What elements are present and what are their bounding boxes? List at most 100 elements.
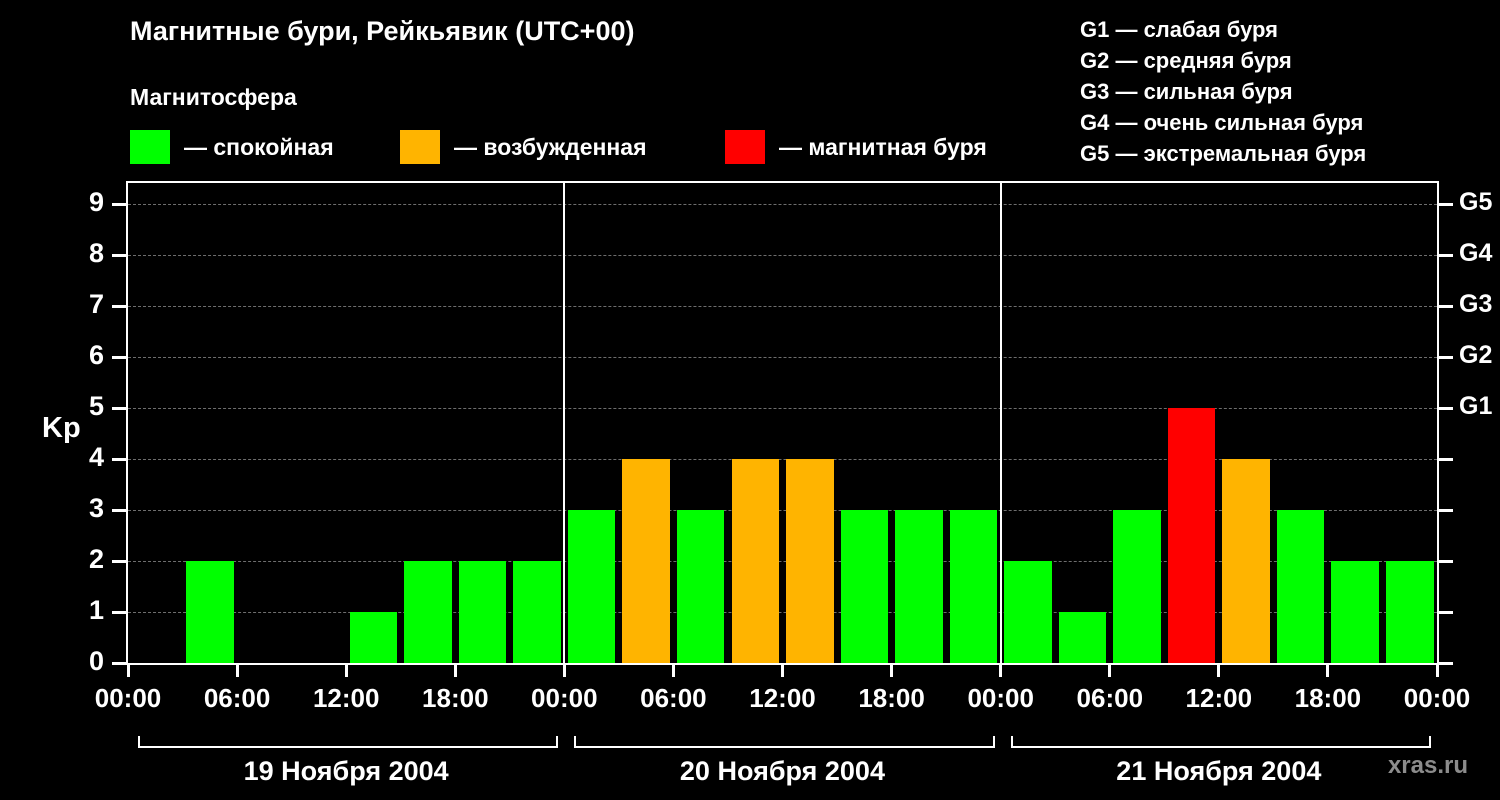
excited-label: — возбужденная xyxy=(454,133,647,160)
x-axis-tick xyxy=(999,665,1003,677)
x-axis-tick xyxy=(1217,665,1221,677)
y-axis-tick-right xyxy=(1439,254,1453,257)
y-axis-label: 7 xyxy=(88,289,104,319)
y-axis-tick xyxy=(112,560,126,563)
quiet-color-swatch xyxy=(130,130,170,164)
y-axis-label: 4 xyxy=(88,442,104,472)
x-axis-tick xyxy=(453,665,457,677)
storm-color-swatch xyxy=(725,130,765,164)
kp-bar xyxy=(513,561,561,663)
y-axis-label: 2 xyxy=(88,544,104,574)
gridline xyxy=(128,510,1437,511)
x-axis-tick xyxy=(235,665,239,677)
day-bracket xyxy=(138,736,559,748)
storm-scale-legend: G1 — слабая буря G2 — средняя буря G3 — … xyxy=(1080,14,1366,169)
kp-bar xyxy=(786,459,834,663)
kp-bar xyxy=(949,510,998,663)
kp-bar xyxy=(1222,459,1270,663)
y-axis-tick-right xyxy=(1439,305,1453,308)
g-axis-label: G5 xyxy=(1459,188,1493,216)
kp-bar xyxy=(895,510,943,663)
x-axis-tick xyxy=(1435,665,1439,677)
x-axis-tick xyxy=(1108,665,1112,677)
x-axis-label: 12:00 xyxy=(312,683,380,713)
quiet-label: — спокойная xyxy=(184,133,334,160)
x-axis-tick xyxy=(126,665,130,677)
kp-bar xyxy=(186,561,234,663)
y-axis-tick-right xyxy=(1439,560,1453,563)
day-label: 20 Ноября 2004 xyxy=(679,756,885,786)
kp-bar xyxy=(1167,408,1216,663)
y-axis-label: 3 xyxy=(88,493,104,523)
x-axis-label: 12:00 xyxy=(1185,683,1253,713)
y-axis-tick-right xyxy=(1439,458,1453,461)
storm-scale-item-g2: G2 — средняя буря xyxy=(1080,48,1292,73)
x-axis-label: 18:00 xyxy=(422,683,489,713)
gridline xyxy=(128,204,1437,205)
legend-item-excited: — возбужденная xyxy=(400,130,647,164)
y-axis-label: 5 xyxy=(88,391,104,421)
y-axis-label: 0 xyxy=(88,646,104,676)
y-axis-tick-right xyxy=(1439,662,1453,665)
y-axis-tick-right xyxy=(1439,203,1453,206)
legend-item-quiet: — спокойная xyxy=(130,130,334,164)
kp-bar xyxy=(1276,510,1325,663)
x-axis-label: 06:00 xyxy=(1076,683,1144,713)
y-axis-tick xyxy=(112,611,126,614)
storm-scale-item-g1: G1 — слабая буря xyxy=(1080,17,1279,42)
y-axis-label: 6 xyxy=(88,340,104,370)
day-bracket xyxy=(1010,736,1431,748)
kp-bar xyxy=(731,459,779,663)
y-axis-tick xyxy=(112,254,126,257)
x-axis-label: 06:00 xyxy=(640,683,707,713)
x-axis-label: 06:00 xyxy=(203,683,271,713)
plot-area xyxy=(126,181,1439,665)
chart-title: Магнитные бури, Рейкьявик (UTC+00) xyxy=(130,16,635,46)
y-axis-label: 9 xyxy=(88,187,104,217)
kp-bar xyxy=(1386,561,1434,663)
gridline xyxy=(128,357,1437,358)
storm-scale-item-g5: G5 — экстремальная буря xyxy=(1080,141,1367,166)
storm-label: — магнитная буря xyxy=(779,133,987,160)
g-axis-label: G2 xyxy=(1459,341,1493,369)
day-bracket xyxy=(574,736,995,748)
gridline xyxy=(128,459,1437,460)
y-axis-tick xyxy=(112,458,126,461)
excited-color-swatch xyxy=(400,130,440,164)
day-separator xyxy=(999,183,1002,663)
g-axis-label: G1 xyxy=(1459,392,1493,420)
kp-bar xyxy=(458,561,507,663)
y-axis-tick xyxy=(112,509,126,512)
kp-bar xyxy=(1058,612,1107,663)
storm-scale-item-g3: G3 — сильная буря xyxy=(1080,79,1293,104)
x-axis-tick xyxy=(890,665,894,677)
x-axis-label: 00:00 xyxy=(967,683,1034,713)
kp-bar xyxy=(676,510,725,663)
gridline xyxy=(128,561,1437,562)
kp-bar xyxy=(622,459,670,663)
y-axis-tick-right xyxy=(1439,611,1453,614)
gridline xyxy=(128,306,1437,307)
x-axis-label: 18:00 xyxy=(1294,683,1362,713)
x-axis-tick xyxy=(562,665,566,677)
kp-bar xyxy=(1113,510,1161,663)
gridline xyxy=(128,408,1437,409)
y-axis-tick-right xyxy=(1439,509,1453,512)
x-axis-label: 18:00 xyxy=(858,683,925,713)
x-axis-label: 00:00 xyxy=(94,683,162,713)
day-label: 21 Ноября 2004 xyxy=(1116,756,1322,786)
storm-scale-item-g4: G4 — очень сильная буря xyxy=(1080,110,1364,135)
y-axis-tick xyxy=(112,407,126,410)
gridline xyxy=(128,612,1437,613)
legend-item-storm: — магнитная буря xyxy=(725,130,987,164)
y-axis-label: 1 xyxy=(88,595,104,625)
y-axis-tick-right xyxy=(1439,407,1453,410)
y-axis-tick xyxy=(112,356,126,359)
kp-bar xyxy=(1331,561,1379,663)
x-axis-tick xyxy=(671,665,675,677)
g-axis-label: G4 xyxy=(1459,239,1493,267)
magnetosphere-label: Магнитосфера xyxy=(130,84,297,110)
x-axis-label: 12:00 xyxy=(749,683,816,713)
y-axis-tick-right xyxy=(1439,356,1453,359)
